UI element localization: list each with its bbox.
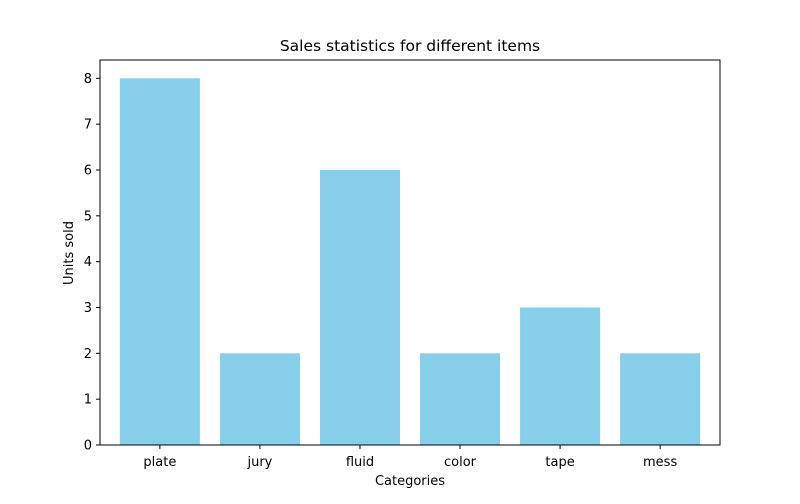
bar-jury (219, 353, 300, 445)
y-tick-label-7: 7 (84, 118, 92, 133)
chart-title: Sales statistics for different items (280, 37, 540, 55)
bars-group (119, 78, 701, 445)
y-tick-label-1: 1 (84, 393, 92, 408)
plot-frame (99, 59, 721, 446)
y-tick-label-3: 3 (84, 301, 92, 316)
y-tick-label-2: 2 (84, 347, 92, 362)
y-tick-label-6: 6 (84, 164, 92, 179)
bar-fluid (319, 170, 400, 445)
bar-color (420, 353, 501, 445)
y-tick-label-4: 4 (84, 255, 92, 270)
x-tick-label-jury: jury (246, 455, 272, 470)
x-axis-ticks: plate jury fluid color tape mess (143, 445, 677, 470)
bar-tape (520, 307, 601, 445)
y-tick-label-8: 8 (84, 72, 92, 87)
x-tick-label-mess: mess (643, 455, 677, 470)
x-axis-label: Categories (375, 474, 445, 489)
y-axis-ticks: 0 1 2 3 4 5 6 7 8 (84, 72, 100, 454)
y-tick-label-0: 0 (84, 439, 92, 454)
bar-mess (620, 353, 701, 445)
x-tick-label-tape: tape (545, 455, 574, 470)
y-tick-label-5: 5 (84, 209, 92, 224)
x-tick-label-color: color (444, 455, 477, 470)
x-tick-label-fluid: fluid (346, 455, 374, 470)
x-tick-label-plate: plate (143, 455, 176, 470)
bar-plate (119, 78, 200, 445)
y-axis-label: Units sold (62, 221, 77, 285)
